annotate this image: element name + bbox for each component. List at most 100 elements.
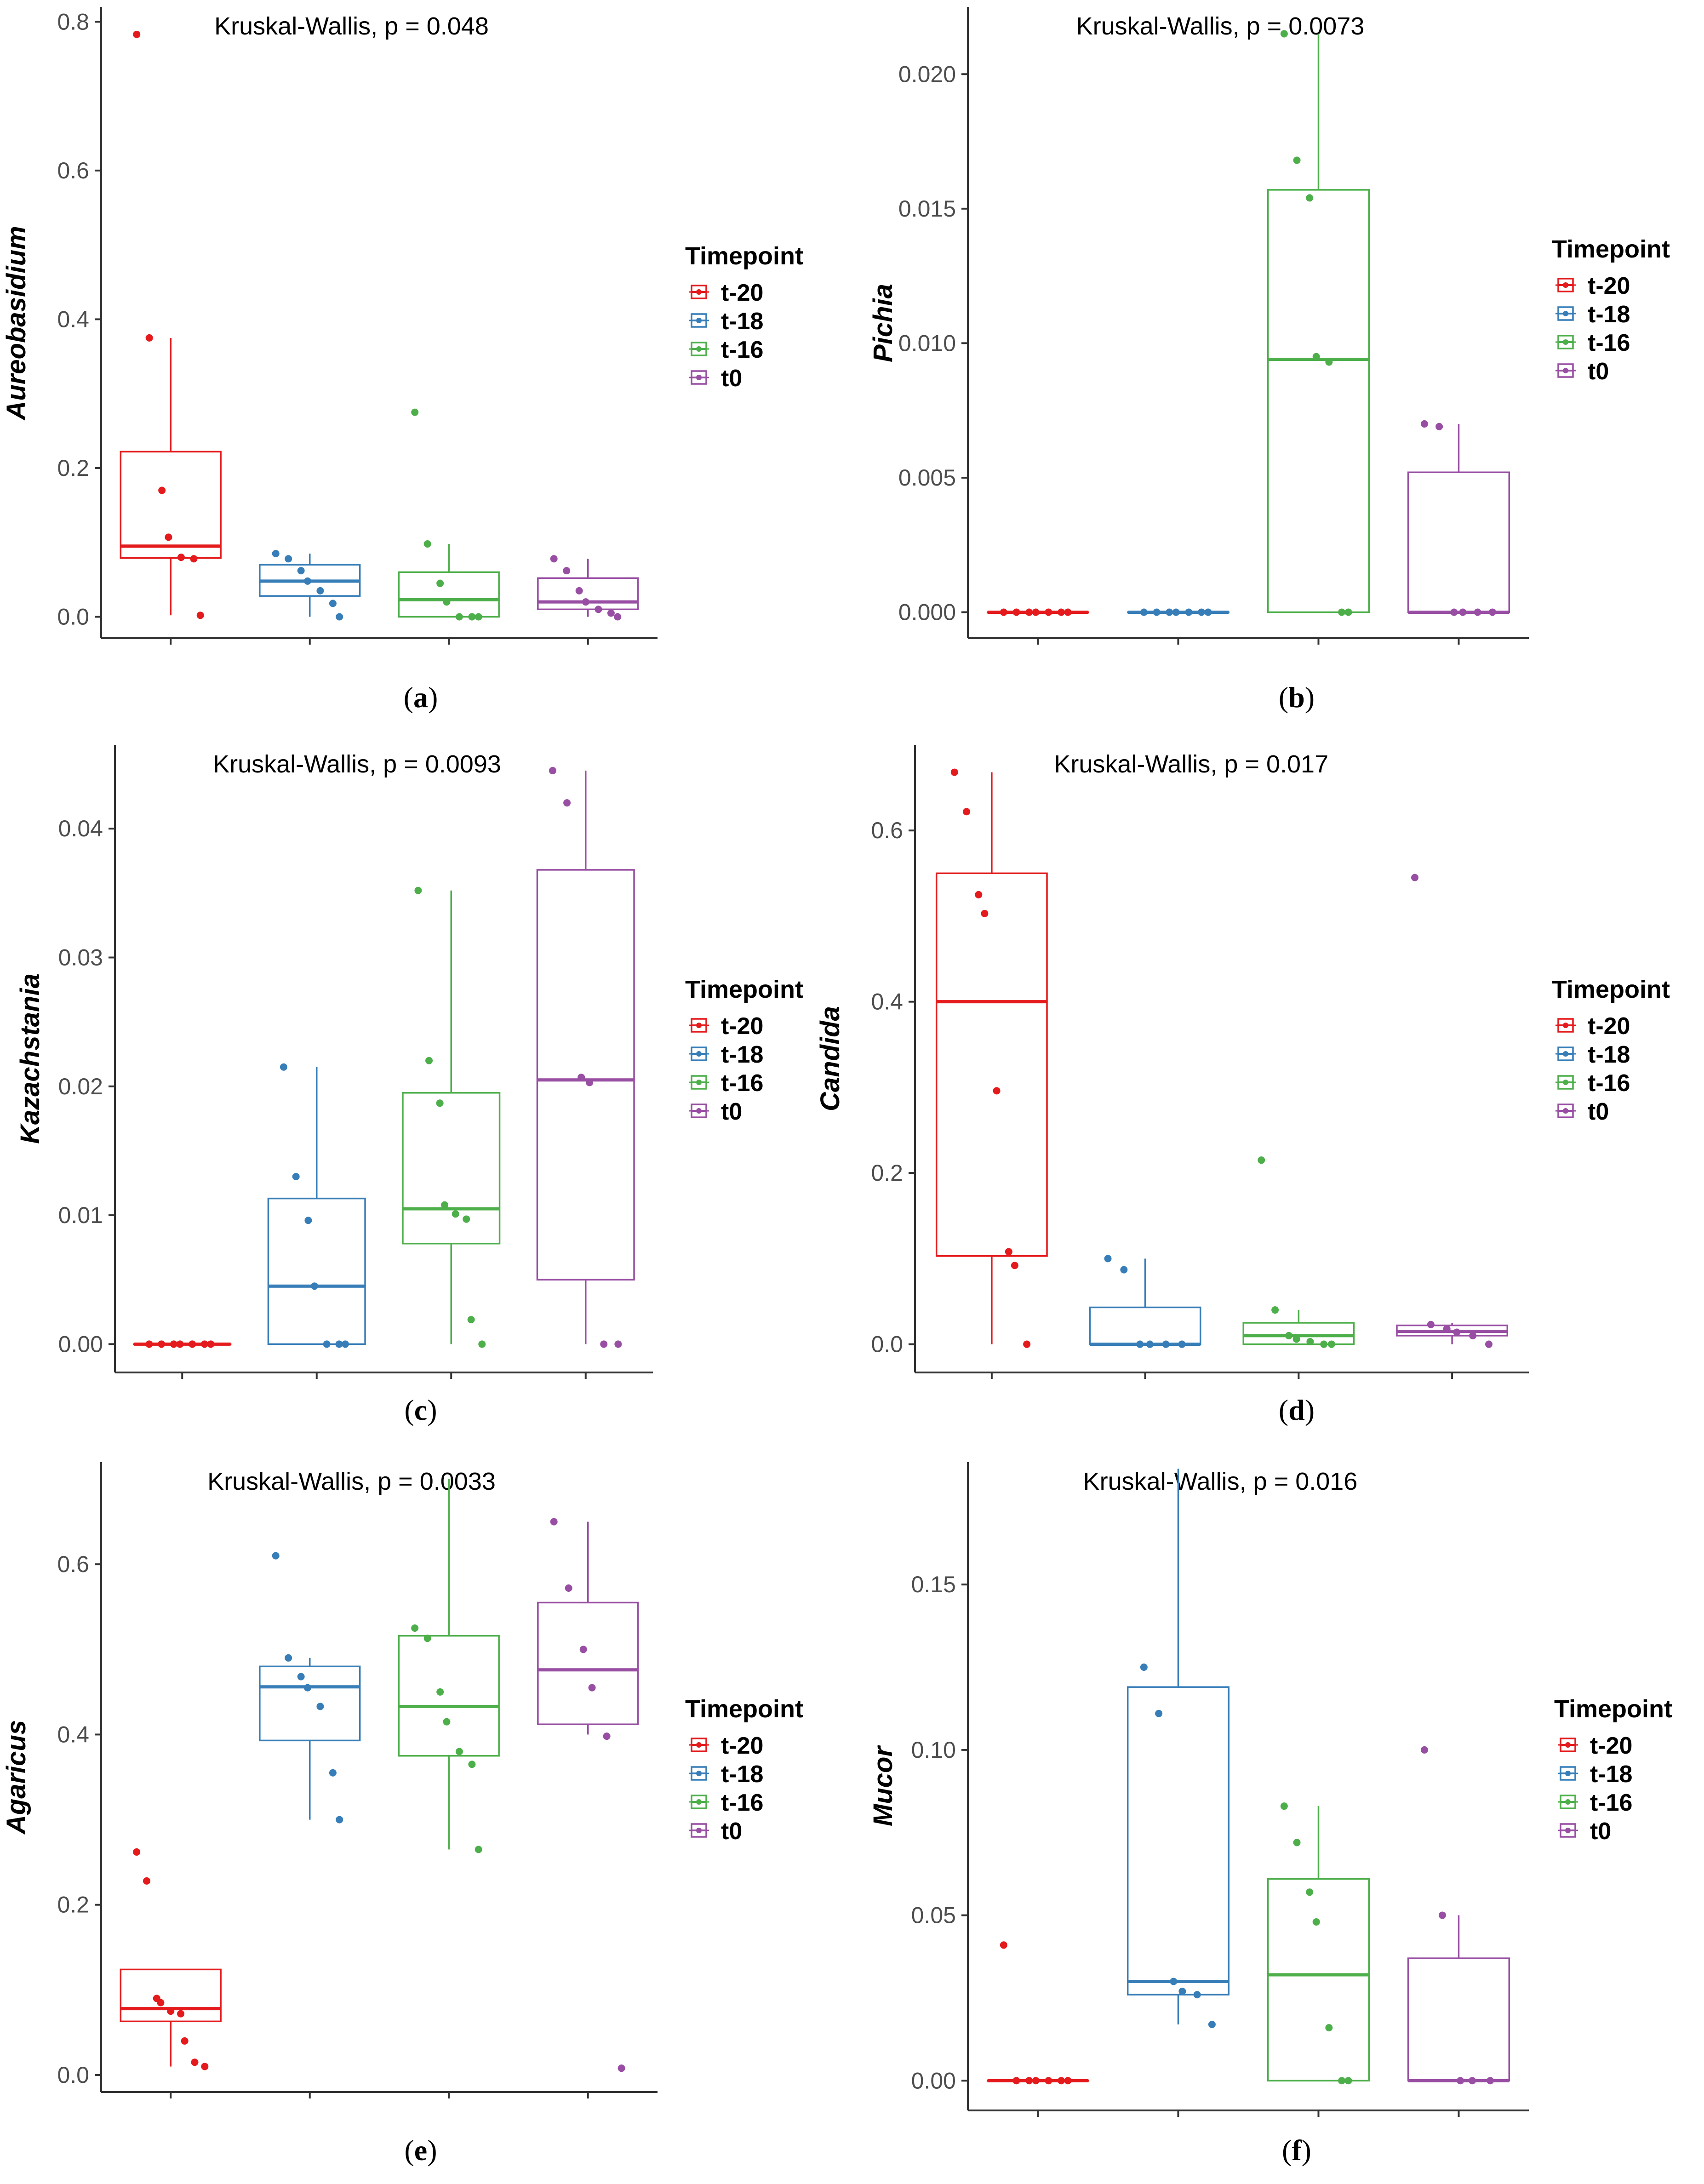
data-point xyxy=(1280,30,1288,38)
legend-label-t0: t0 xyxy=(1588,358,1609,385)
data-point xyxy=(463,1215,470,1223)
legend-key-t-18 xyxy=(1555,1046,1576,1061)
data-point xyxy=(1193,1991,1201,1999)
caption-b: (b) xyxy=(1278,681,1315,714)
data-point xyxy=(1338,608,1346,616)
data-point xyxy=(565,1584,572,1592)
kruskal-wallis-annotation: Kruskal-Wallis, p = 0.016 xyxy=(1083,1468,1358,1495)
y-tick-label: 0.2 xyxy=(57,1892,89,1918)
data-point xyxy=(272,1552,280,1560)
legend-key-dot xyxy=(696,1080,702,1085)
data-point xyxy=(950,768,958,776)
data-point xyxy=(1045,2077,1052,2085)
box-t-18 xyxy=(267,1063,366,1348)
y-tick-label: 0.04 xyxy=(58,816,103,841)
data-point xyxy=(1258,1156,1265,1164)
data-point xyxy=(336,613,343,621)
data-point xyxy=(196,612,204,619)
data-point xyxy=(1170,1978,1178,1985)
box-iqr xyxy=(1089,1306,1201,1345)
legend-key-dot xyxy=(696,1828,702,1833)
legend-key-dot xyxy=(1563,1023,1568,1028)
data-point xyxy=(158,486,166,494)
data-point xyxy=(414,886,422,894)
y-tick-label: 0.005 xyxy=(898,465,956,491)
box-t-16 xyxy=(1242,1156,1355,1348)
data-point xyxy=(1058,608,1065,616)
legend-key-dot xyxy=(1563,339,1568,345)
legend-key-t0 xyxy=(1555,363,1576,378)
data-point xyxy=(1032,2077,1040,2085)
legend-label-t-16: t-16 xyxy=(721,337,763,363)
box-t-20 xyxy=(935,768,1048,1348)
data-point xyxy=(1306,1888,1314,1896)
data-point xyxy=(1450,608,1458,616)
box-iqr xyxy=(398,1635,500,1757)
kruskal-wallis-annotation: Kruskal-Wallis, p = 0.0093 xyxy=(213,750,501,778)
data-point xyxy=(1204,608,1212,616)
kruskal-wallis-annotation: Kruskal-Wallis, p = 0.0033 xyxy=(207,1468,496,1495)
data-point xyxy=(475,613,482,621)
data-point xyxy=(145,1340,153,1348)
data-point xyxy=(1488,608,1496,616)
legend-label-t-20: t-20 xyxy=(721,1732,763,1759)
caption-a: (a) xyxy=(403,681,438,714)
y-tick-label: 0.010 xyxy=(898,330,956,356)
data-point xyxy=(1293,156,1301,164)
data-point xyxy=(167,2007,175,2015)
legend-label-t-16: t-16 xyxy=(721,1790,763,1816)
data-point xyxy=(190,555,198,563)
data-point xyxy=(411,408,419,416)
y-tick-label: 0.4 xyxy=(57,1721,89,1747)
data-point xyxy=(578,1074,585,1081)
data-point xyxy=(475,1846,482,1853)
legend-key-t-20 xyxy=(1555,278,1576,292)
legend-key-dot xyxy=(696,1051,702,1057)
data-point xyxy=(272,549,280,557)
y-tick-label: 0.4 xyxy=(57,306,89,332)
legend-title: Timepoint xyxy=(1552,235,1670,263)
legend-key-t-18 xyxy=(689,313,709,328)
data-point xyxy=(335,1340,343,1348)
box-t-20 xyxy=(120,1848,222,2070)
data-point xyxy=(425,1057,433,1064)
data-point xyxy=(1153,608,1161,616)
box-t-16 xyxy=(402,886,501,1348)
data-point xyxy=(143,1877,151,1885)
data-point xyxy=(1120,1266,1128,1274)
data-point xyxy=(1140,1664,1148,1671)
y-tick-label: 0.8 xyxy=(57,9,89,34)
data-point xyxy=(618,2064,625,2072)
data-point xyxy=(993,1087,1001,1095)
data-point xyxy=(1443,1325,1451,1333)
data-point xyxy=(975,891,983,898)
data-point xyxy=(981,909,989,917)
data-point xyxy=(310,1282,318,1290)
y-tick-label: 0.2 xyxy=(871,1160,903,1186)
data-point xyxy=(1025,608,1033,616)
data-point xyxy=(468,1761,476,1768)
data-point xyxy=(1198,608,1206,616)
legend-key-t-20 xyxy=(1555,1018,1576,1033)
data-point xyxy=(1280,1802,1288,1810)
data-point xyxy=(165,533,172,541)
data-point xyxy=(1146,1340,1154,1348)
legend-key-t-16 xyxy=(1558,1795,1578,1809)
data-point xyxy=(443,1718,451,1726)
legend-label-t-18: t-18 xyxy=(1588,301,1630,328)
legend-label-t-16: t-16 xyxy=(1588,330,1630,356)
data-point xyxy=(1208,2020,1216,2028)
data-point xyxy=(582,598,589,606)
legend-label-t-20: t-20 xyxy=(1590,1732,1632,1759)
data-point xyxy=(207,1340,215,1348)
data-point xyxy=(614,613,622,621)
data-point xyxy=(157,1999,165,2007)
data-point xyxy=(304,1217,312,1224)
legend-key-dot xyxy=(696,1023,702,1028)
legend-key-dot xyxy=(696,318,702,323)
data-point xyxy=(1000,1941,1007,1949)
legend-key-t-16 xyxy=(1555,335,1576,349)
legend-key-t0 xyxy=(1558,1823,1578,1838)
